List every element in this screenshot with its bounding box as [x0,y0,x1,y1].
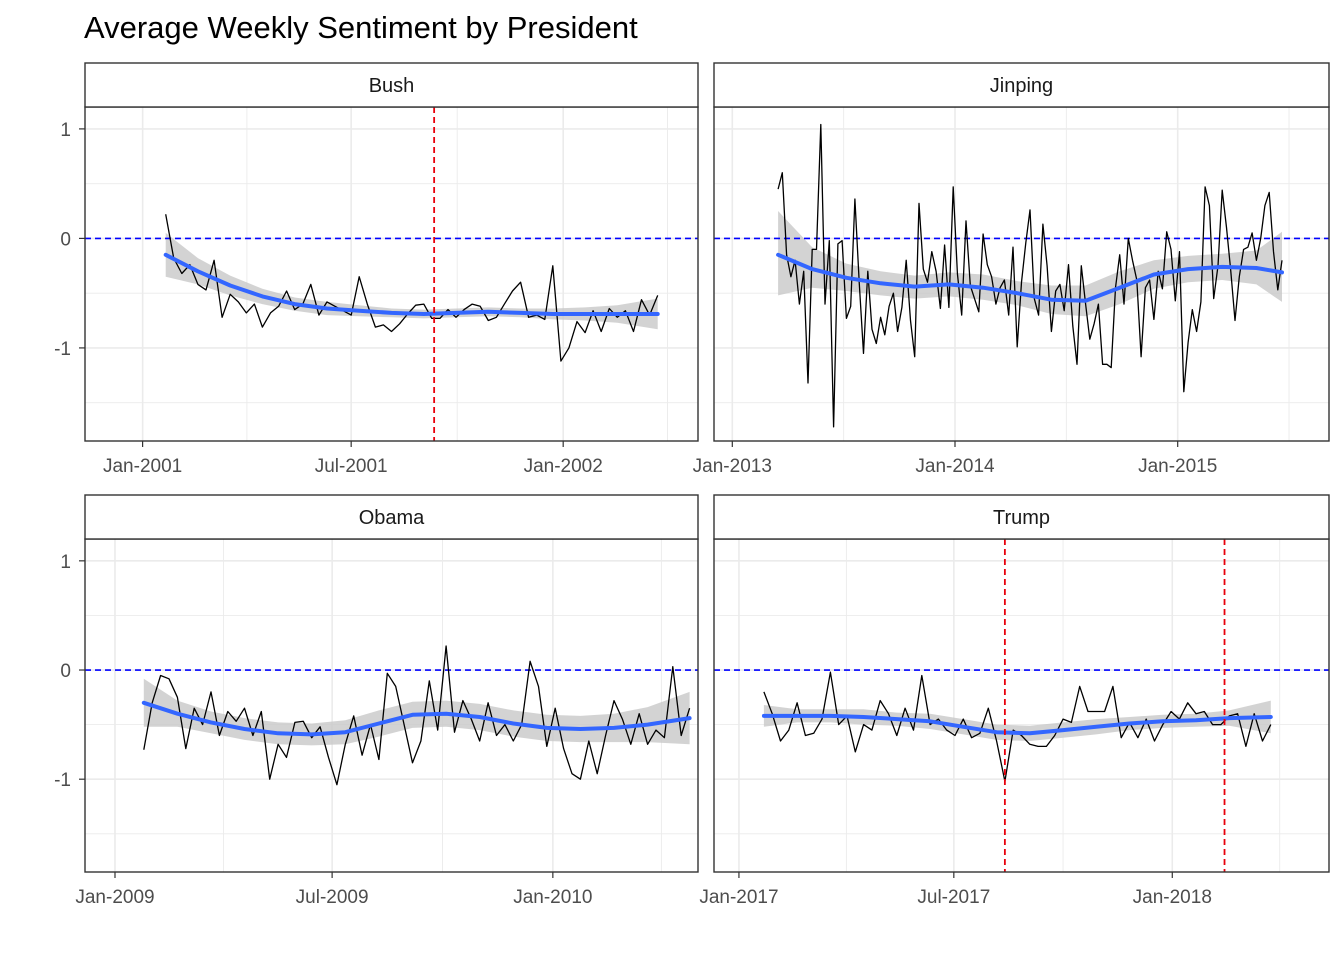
x-axis-tick-label: Jul-2017 [917,887,990,908]
panel-trump: Trump Jan-2017 Jul-2017 Jan-2018 [699,494,1330,908]
x-axis-tick-label: Jul-2009 [296,887,369,908]
chart-title: Average Weekly Sentiment by President [84,10,638,45]
x-axis-tick-label: Jan-2018 [1133,887,1212,908]
x-axis-tick-label: Jan-2013 [693,456,772,477]
x-axis-tick-label: Jul-2001 [315,456,388,477]
smooth-trend-line [141,700,692,737]
y-axis-tick-label: 0 [60,661,71,682]
smooth-trend-line [761,713,1273,736]
facet-strip [713,494,1330,540]
y-axis-tick-label: 1 [60,552,71,573]
smooth-trend-line [776,252,1284,303]
smooth-trend-line [163,252,660,316]
facet-strip [84,62,699,108]
panel-bush: Bush Jan-2001 Jul-2001 Jan-2002 -1 0 1 [54,62,699,477]
y-axis-tick-label: 0 [60,229,71,250]
weekly-sentiment-line [777,123,1283,428]
facet-strip-label: Trump [993,507,1050,529]
x-axis-tick-label: Jan-2009 [75,887,154,908]
facet-strip-label: Bush [369,75,415,97]
panel-obama: Obama Jan-2009 Jul-2009 Jan-2010 -1 0 1 [54,494,699,908]
y-axis-tick-label: -1 [54,339,71,360]
x-axis-tick-label: Jan-2014 [915,456,995,477]
facet-strip [84,494,699,540]
y-axis-tick-label: 1 [60,120,71,141]
facet-strip-label: Obama [359,507,425,529]
weekly-sentiment-line [143,645,691,786]
x-axis-tick-label: Jan-2015 [1138,456,1217,477]
y-axis-tick-label: -1 [54,770,71,791]
panel-jinping: Jinping Jan-2013 Jan-2014 Jan-2015 [693,62,1330,477]
confidence-band [165,232,658,330]
x-axis-tick-label: Jan-2017 [699,887,778,908]
facet-strip [713,62,1330,108]
x-axis-tick-label: Jan-2001 [103,456,182,477]
x-axis-tick-label: Jan-2002 [524,456,603,477]
facet-strip-label: Jinping [990,75,1053,97]
weekly-sentiment-line [165,214,659,362]
x-axis-tick-label: Jan-2010 [513,887,592,908]
panel-background [714,539,1329,872]
